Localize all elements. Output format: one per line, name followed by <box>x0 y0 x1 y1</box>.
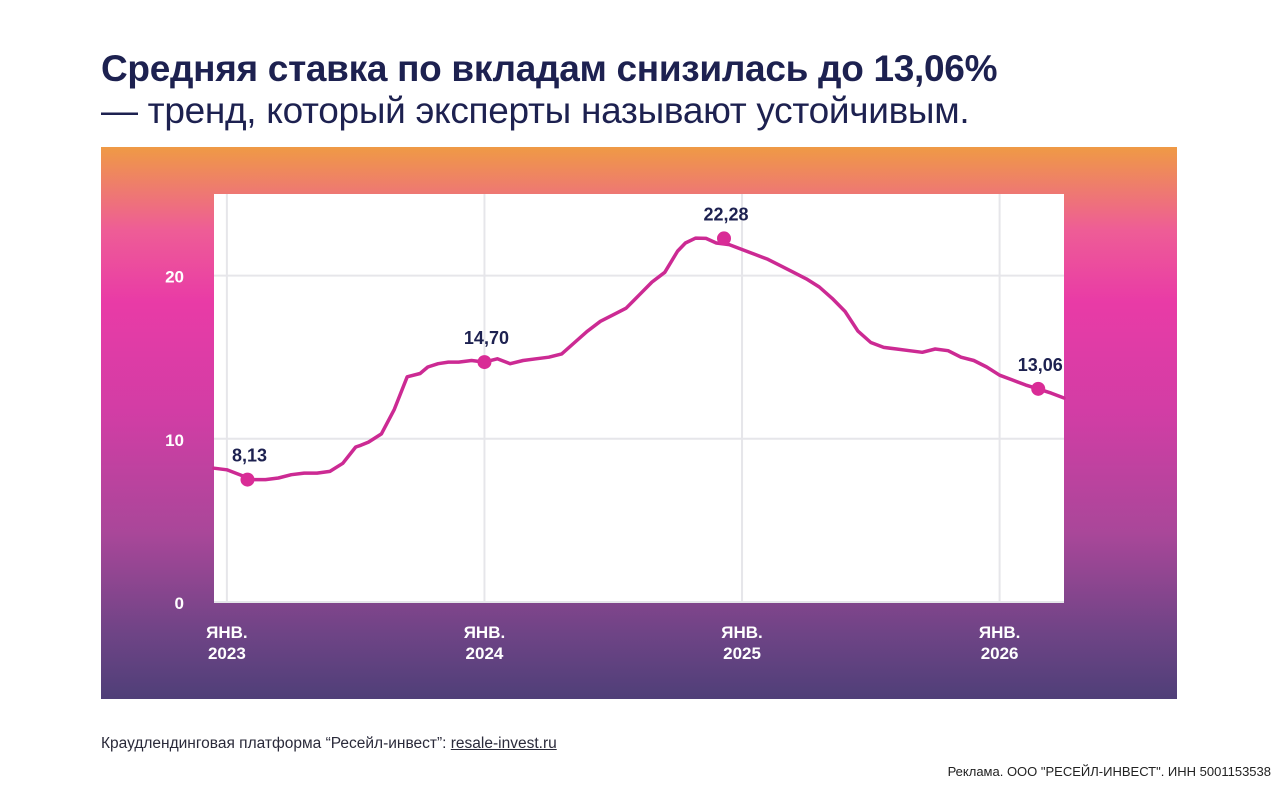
headline-title: Средняя ставка по вкладам снизилась до 1… <box>101 48 998 89</box>
footer: Краудлендинговая платформа “Ресейл-инвес… <box>101 735 557 753</box>
headline-subtitle: — тренд, который эксперты называют устой… <box>101 90 970 131</box>
data-point-marker <box>477 355 492 370</box>
x-tick-label-year: 2023 <box>208 644 246 663</box>
data-label: 13,06 <box>1018 355 1063 375</box>
data-point-marker <box>1031 381 1046 396</box>
data-label: 8,13 <box>232 446 267 466</box>
y-tick-label: 10 <box>165 431 184 450</box>
y-tick-label: 0 <box>175 594 184 613</box>
x-tick-label-year: 2025 <box>723 644 761 663</box>
x-tick-label-year: 2026 <box>981 644 1019 663</box>
headline: Средняя ставка по вкладам снизилась до 1… <box>101 48 1221 132</box>
y-tick-label: 20 <box>165 268 184 287</box>
chart-panel: 0 10 20 ЯНВ. 2023 ЯНВ. 2024 ЯНВ. 2025 ЯНВ. 2026 8… <box>101 147 1177 699</box>
data-label: 14,70 <box>464 328 509 348</box>
x-tick-label-month: ЯНВ. <box>979 623 1021 642</box>
footer-link[interactable]: resale-invest.ru <box>450 735 557 752</box>
footer-text: Краудлендинговая платформа “Ресейл-инвес… <box>101 735 451 752</box>
x-tick-label-month: ЯНВ. <box>721 623 763 642</box>
x-tick-label-month: ЯНВ. <box>206 623 248 642</box>
data-label: 22,28 <box>703 204 748 224</box>
series-line <box>212 236 1066 482</box>
x-tick-label-month: ЯНВ. <box>464 623 506 642</box>
plot-area <box>214 194 1064 602</box>
legal-notice: Реклама. ООО "РЕСЕЙЛ-ИНВЕСТ". ИНН 500115… <box>947 764 1271 779</box>
x-tick-label-year: 2024 <box>466 644 504 663</box>
deposit-rate-chart: 0 10 20 ЯНВ. 2023 ЯНВ. 2024 ЯНВ. 2025 ЯНВ. 2026 8… <box>165 194 1066 663</box>
data-point-marker <box>240 472 255 487</box>
data-point-marker <box>717 231 731 246</box>
